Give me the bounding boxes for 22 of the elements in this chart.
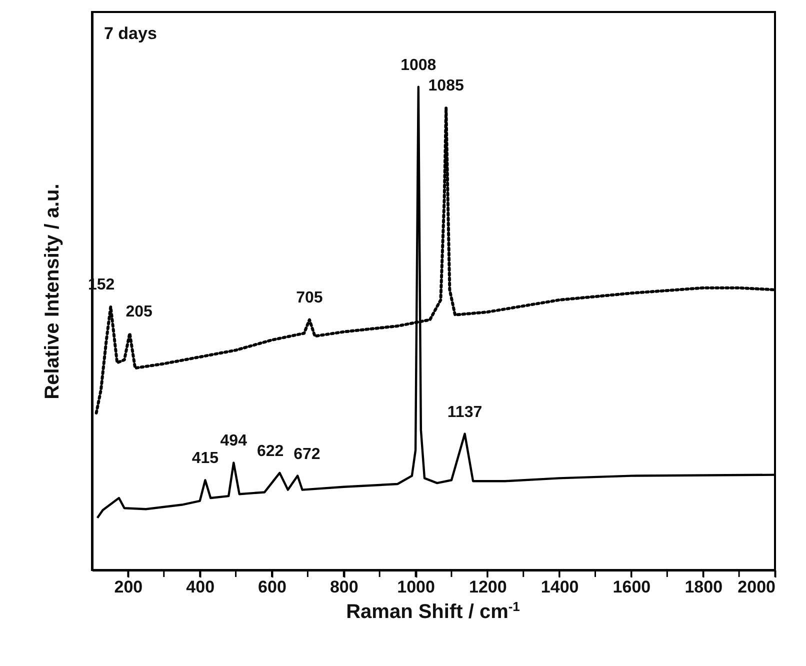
- x-axis-title: Raman Shift / cm$^{-1}$: [346, 598, 520, 623]
- annotation: 672: [294, 446, 320, 463]
- x-tick-label: 1200: [469, 578, 507, 596]
- annotation: 1137: [447, 404, 482, 421]
- x-tick-label: 600: [258, 578, 286, 596]
- x-tick-label: 800: [330, 578, 358, 596]
- x-tick-label: 2000: [738, 578, 776, 596]
- annotation: 705: [296, 290, 323, 307]
- annotation: 622: [256, 442, 284, 460]
- annotation: 415: [192, 450, 219, 468]
- text: 7 days: [104, 24, 157, 43]
- y-axis-title: Relative Intensity / a.u.: [42, 184, 64, 400]
- x-tick-label: 1600: [612, 578, 651, 596]
- x-tick-label: 1400: [540, 578, 579, 596]
- annotation: 1008: [400, 56, 436, 74]
- x-tick-label: 1800: [684, 578, 723, 596]
- x-tick-label: 400: [186, 578, 215, 596]
- annotation: 494: [220, 432, 248, 450]
- x-tick-label: 200: [114, 578, 143, 596]
- x-tick-label: 1000: [397, 578, 435, 596]
- annotation: 1085: [428, 78, 464, 95]
- annotation: 205: [126, 303, 153, 320]
